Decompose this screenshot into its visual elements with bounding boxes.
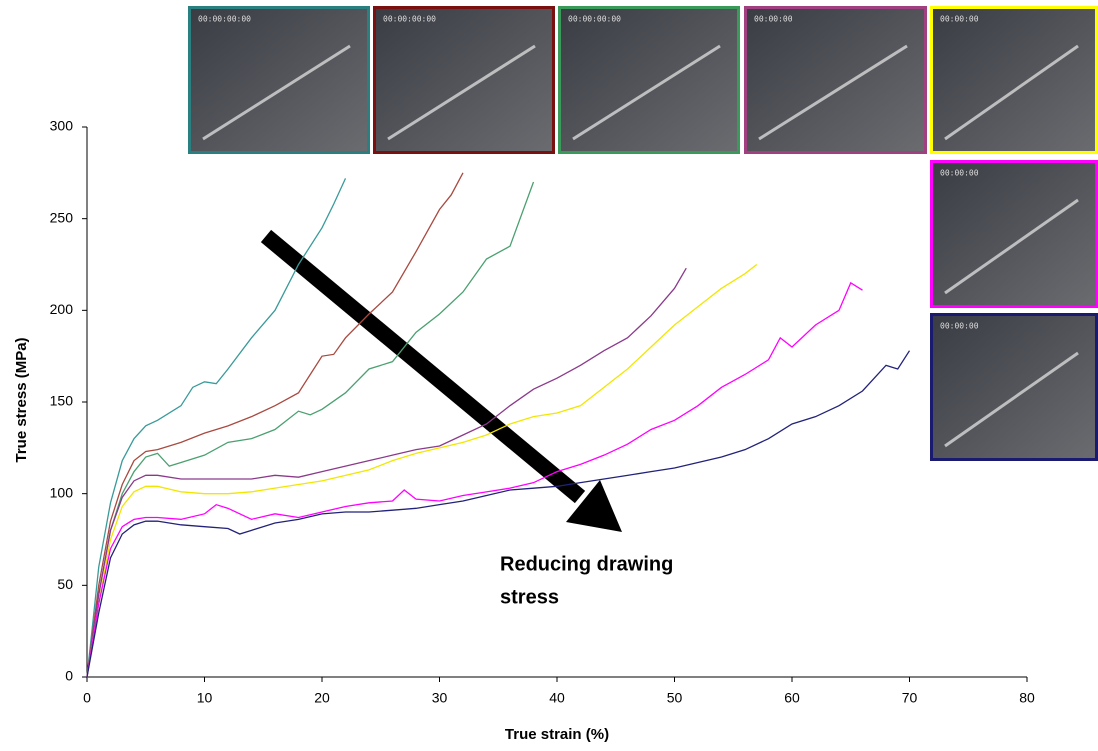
fibre xyxy=(202,44,351,141)
y-tick-label: 50 xyxy=(57,576,73,592)
y-tick-label: 200 xyxy=(50,301,74,317)
annotation: Reducing drawing xyxy=(500,553,673,575)
frame-timestamp: 00:00:00:00 xyxy=(198,15,251,24)
frame-timestamp: 00:00:00 xyxy=(940,15,979,24)
frame-timestamp: 00:00:00 xyxy=(940,322,979,331)
frame-timestamp: 00:00:00 xyxy=(940,169,979,178)
x-tick-label: 80 xyxy=(1019,690,1035,706)
series-line xyxy=(86,172,464,678)
y-tick-label: 300 xyxy=(50,118,74,134)
frame-photo xyxy=(930,6,1098,154)
y-axis-label: True stress (MPa) xyxy=(13,337,30,462)
x-tick-label: 10 xyxy=(197,690,213,706)
series-line xyxy=(86,181,535,678)
series-line xyxy=(86,267,687,678)
series-line xyxy=(86,263,758,678)
fibre xyxy=(572,44,721,141)
frame-timestamp: 00:00:00 xyxy=(754,15,793,24)
x-tick-label: 30 xyxy=(432,690,448,706)
series-line xyxy=(86,281,863,678)
x-tick-label: 0 xyxy=(83,690,91,706)
series-line xyxy=(86,178,347,678)
y-tick-label: 150 xyxy=(50,393,74,409)
x-tick-label: 60 xyxy=(784,690,800,706)
x-tick-label: 50 xyxy=(667,690,683,706)
fibre xyxy=(944,44,1079,141)
fibre xyxy=(758,44,908,141)
annotation: stress xyxy=(500,586,559,608)
x-tick-label: 70 xyxy=(902,690,918,706)
fibre xyxy=(387,44,536,141)
arrow xyxy=(260,229,622,532)
frame-timestamp: 00:00:00:00 xyxy=(383,15,436,24)
y-tick-label: 0 xyxy=(65,668,73,684)
series-line xyxy=(86,350,911,678)
x-axis-label: True strain (%) xyxy=(505,726,609,743)
fibre xyxy=(944,198,1079,295)
x-tick-label: 40 xyxy=(549,690,565,706)
fibre xyxy=(944,351,1079,448)
y-tick-label: 250 xyxy=(50,209,74,225)
y-tick-label: 100 xyxy=(50,484,74,500)
x-tick-label: 20 xyxy=(314,690,330,706)
frame-timestamp: 00:00:00:00 xyxy=(568,15,621,24)
